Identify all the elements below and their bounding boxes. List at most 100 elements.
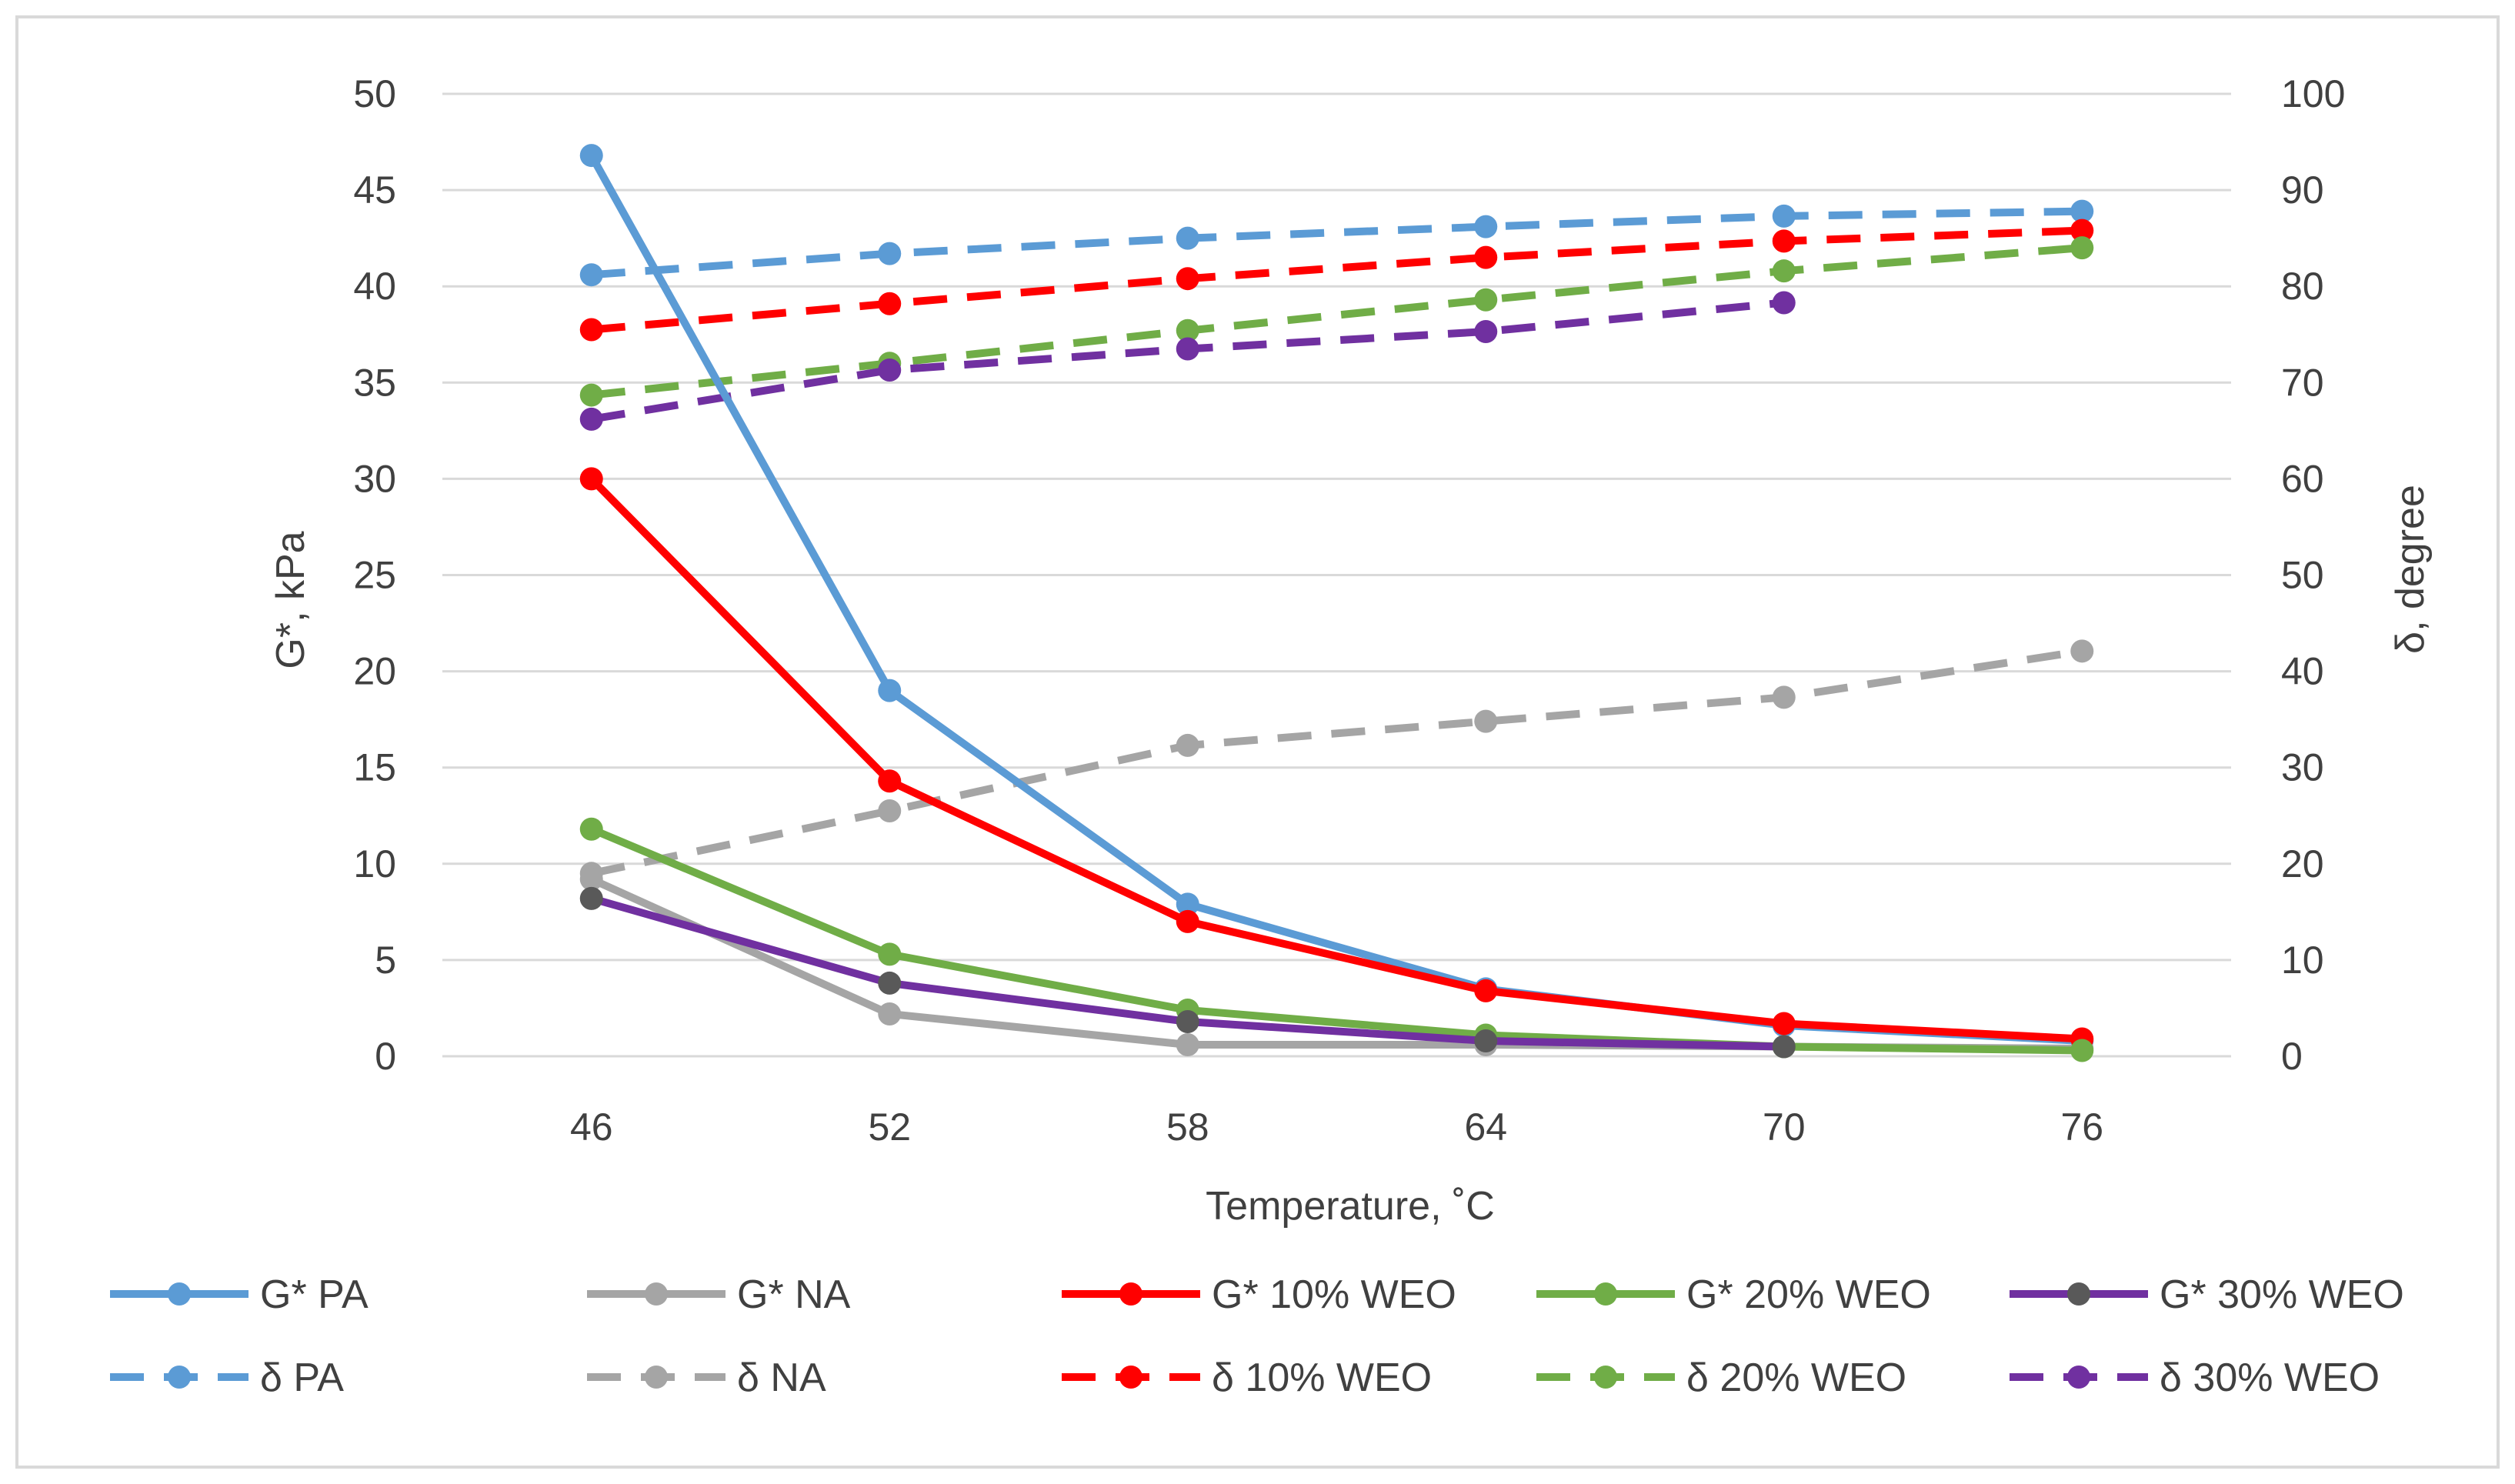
y2-tick-label: 30 (2281, 746, 2324, 789)
legend-label: G* NA (737, 1272, 851, 1317)
y2-tick-label: 20 (2281, 842, 2324, 885)
data-point (579, 383, 603, 407)
legend-item: G* PA (110, 1272, 369, 1317)
legend-item: G* 30% WEO (2010, 1272, 2404, 1317)
data-point (1176, 226, 1199, 250)
data-point (2070, 236, 2094, 260)
series-line (589, 475, 2083, 1043)
data-point (1772, 259, 1796, 283)
data-point (1176, 267, 1199, 291)
data-point (1176, 1032, 1199, 1056)
data-point (1772, 1012, 1796, 1035)
series-layer (579, 144, 2094, 1062)
legend: G* PA G* NA G* 10% WEO G* 20% WEO G* 30% WEO… (110, 1272, 2404, 1400)
data-point (1772, 685, 1796, 709)
legend-item: G* 20% WEO (1536, 1272, 1931, 1317)
legend-label: δ PA (260, 1356, 344, 1400)
y2-tick-label: 80 (2281, 265, 2324, 308)
legend-label: G* 20% WEO (1686, 1272, 1931, 1317)
series--20-weo (579, 236, 2094, 407)
data-point (1176, 318, 1199, 342)
y-tick-label: 40 (353, 265, 396, 308)
x-tick-label: 64 (1464, 1105, 1507, 1149)
data-point (1176, 909, 1199, 933)
y-tick-label: 20 (353, 650, 396, 693)
legend-item: δ NA (587, 1356, 826, 1400)
y2-tick-label: 40 (2281, 650, 2324, 693)
data-point (878, 358, 902, 382)
legend-item: δ PA (110, 1356, 344, 1400)
x-tick-label: 46 (570, 1105, 613, 1149)
legend-item: δ 20% WEO (1536, 1356, 1906, 1400)
legend-label: G* PA (260, 1272, 369, 1317)
y2-tick-label: 60 (2281, 457, 2324, 500)
data-point (579, 263, 603, 287)
legend-item: G* NA (587, 1272, 851, 1317)
data-point (878, 292, 902, 315)
data-point (2070, 639, 2094, 663)
data-point (878, 799, 902, 822)
data-point (1474, 215, 1498, 238)
data-point (1176, 892, 1199, 916)
legend-swatch-marker (1119, 1282, 1142, 1306)
legend-swatch-marker (1594, 1366, 1617, 1389)
data-point (1474, 979, 1498, 1002)
data-point (1474, 319, 1498, 343)
data-point (2070, 1039, 2094, 1062)
data-point (1176, 1009, 1199, 1033)
data-point (1474, 1029, 1498, 1052)
y2-tick-label: 10 (2281, 939, 2324, 982)
legend-swatch-marker (1594, 1282, 1617, 1306)
gridlines (442, 92, 2231, 1058)
series-line (590, 647, 2083, 878)
legend-label: G* 30% WEO (2160, 1272, 2404, 1317)
data-point (1474, 288, 1498, 312)
data-point (2070, 218, 2094, 242)
series--30-weo (579, 291, 1796, 431)
y-tick-label: 0 (375, 1035, 396, 1078)
y2-tick-label: 70 (2281, 361, 2324, 404)
y2-axis-title: δ, degree (2388, 485, 2433, 654)
legend-label: δ 20% WEO (1686, 1356, 1906, 1400)
legend-label: G* 10% WEO (1212, 1272, 1456, 1317)
y2-tick-label: 50 (2281, 554, 2324, 597)
series-g-10-weo (579, 467, 2094, 1051)
data-point (1772, 1035, 1796, 1059)
data-point (1474, 245, 1498, 269)
data-point (878, 1002, 902, 1025)
y2-tick-label: 0 (2281, 1035, 2303, 1078)
data-point (579, 407, 603, 431)
data-point (878, 971, 902, 995)
x-tick-label: 58 (1166, 1105, 1209, 1149)
data-point (878, 679, 902, 702)
y2-tick-label: 100 (2281, 72, 2345, 115)
data-point (579, 817, 603, 841)
data-point (1772, 291, 1796, 315)
data-point (878, 942, 902, 966)
data-point (1772, 204, 1796, 228)
legend-swatch-marker (2067, 1282, 2090, 1306)
data-point (1474, 709, 1498, 733)
y2-tick-label: 90 (2281, 168, 2324, 212)
legend-swatch-marker (168, 1282, 191, 1306)
data-point (579, 886, 603, 910)
data-point (579, 867, 603, 891)
data-point (579, 467, 603, 491)
y-tick-label: 15 (353, 746, 396, 789)
data-point (1176, 337, 1199, 361)
y-tick-label: 10 (353, 842, 396, 885)
legend-label: δ 30% WEO (2160, 1356, 2380, 1400)
x-tick-label: 76 (2060, 1105, 2103, 1149)
legend-label: δ NA (737, 1356, 826, 1400)
data-point (878, 242, 902, 265)
series--pa (579, 199, 2094, 287)
series-g-30-weo (579, 886, 1796, 1059)
y-tick-label: 5 (375, 939, 396, 982)
y-tick-label: 50 (353, 72, 396, 115)
y-tick-label: 45 (353, 168, 396, 212)
legend-swatch-marker (2067, 1366, 2090, 1389)
x-axis-ticks: 46 52 58 64 70 76 (570, 1105, 2103, 1149)
data-point (878, 769, 902, 793)
data-point (579, 318, 603, 342)
